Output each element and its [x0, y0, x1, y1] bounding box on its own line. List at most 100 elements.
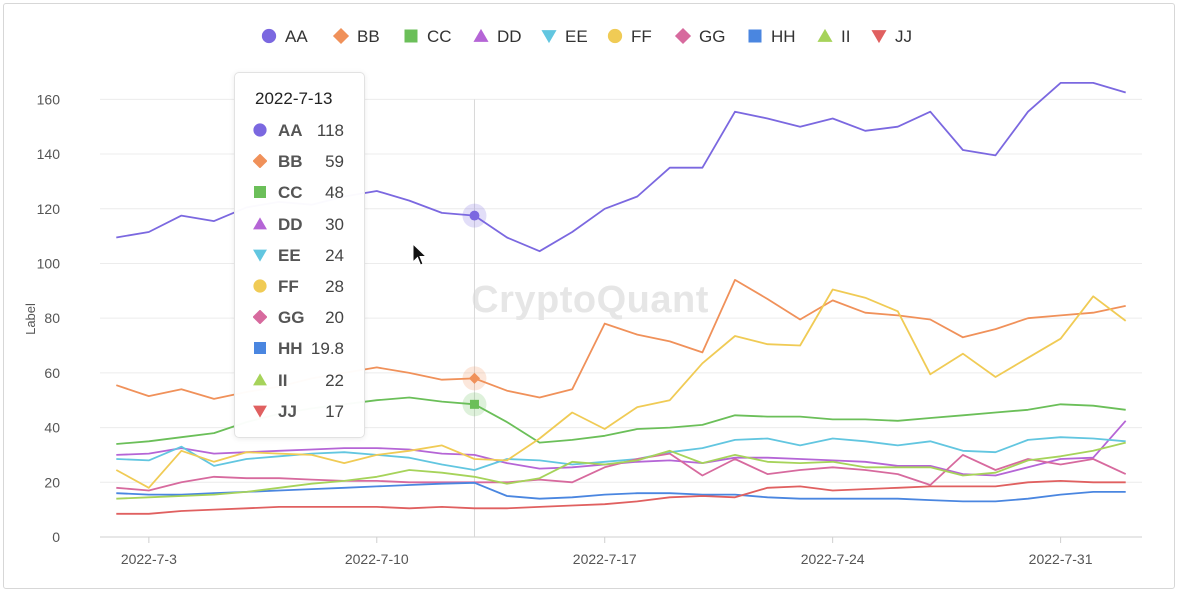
tooltip-date: 2022-7-13 — [255, 89, 333, 108]
tooltip-series-value: 19.8 — [310, 339, 344, 359]
series-line-ee — [116, 436, 1126, 471]
legend-label-dd: DD — [497, 27, 522, 46]
legend-label-jj: JJ — [895, 27, 912, 46]
mouse-cursor-icon — [412, 242, 428, 266]
y-axis-label: Label — [23, 303, 38, 335]
tooltip-row-jj: JJ 17 — [253, 400, 358, 422]
series-line-gg — [116, 452, 1127, 492]
legend-item-gg[interactable]: GG — [674, 27, 726, 46]
legend-item-ff[interactable]: FF — [607, 27, 652, 46]
tooltip-marker-dd — [253, 216, 267, 229]
tooltip-row-cc: CC 48 — [253, 181, 358, 203]
legend-label-gg: GG — [699, 27, 725, 46]
tooltip-series-value: 20 — [325, 308, 344, 328]
x-tick-label: 2022-7-3 — [121, 551, 177, 567]
y-tick-label: 160 — [37, 91, 61, 107]
tooltip-series-value: 28 — [325, 277, 344, 296]
tooltip-marker-ee — [253, 249, 267, 262]
tooltip-marker-ii — [253, 372, 267, 385]
hover-markers — [462, 203, 487, 417]
legend-label-aa: AA — [285, 27, 308, 46]
tooltip-row-gg: GG 20 — [253, 306, 358, 328]
legend-item-bb[interactable]: BB — [332, 27, 380, 46]
tooltip-marker-hh — [254, 342, 266, 355]
y-tick-label: 20 — [44, 474, 60, 490]
y-axis-ticks: 0 20 40 60 80 100 120 140 160 — [37, 91, 61, 545]
tooltip-series-name: BB — [278, 152, 303, 172]
y-tick-label: 120 — [37, 201, 61, 217]
hover-point-aa — [469, 210, 480, 221]
tooltip-series-name: CC — [278, 183, 303, 203]
legend-item-ii[interactable]: II — [817, 27, 850, 46]
tooltip-marker-jj — [253, 405, 267, 418]
tooltip-series-value: 24 — [325, 245, 344, 265]
legend-marker-dd — [473, 28, 489, 42]
tooltip-series-name: FF — [278, 277, 299, 296]
y-tick-label: 140 — [37, 146, 61, 162]
legend-item-cc[interactable]: CC — [404, 27, 452, 46]
tooltip-series-value: 48 — [325, 183, 344, 203]
legend-marker-hh — [748, 29, 762, 43]
legend-marker-aa — [261, 28, 277, 44]
legend[interactable]: AA BB CC DD EE FF GG HH II JJ — [261, 27, 912, 46]
tooltip-row-dd: DD 30 — [253, 213, 358, 235]
tooltip-series-value: 17 — [325, 401, 344, 421]
legend-marker-jj — [871, 30, 887, 44]
legend-item-hh[interactable]: HH — [748, 27, 796, 46]
y-tick-label: 40 — [44, 420, 60, 436]
x-axis: 2022-7-3 2022-7-10 2022-7-17 2022-7-24 2022-… — [100, 536, 1142, 567]
tooltip-row-ff: FF 28 — [253, 275, 358, 297]
y-tick-label: 0 — [52, 529, 60, 545]
legend-marker-ii — [817, 28, 833, 42]
legend-item-aa[interactable]: AA — [261, 27, 308, 46]
x-tick-label: 2022-7-24 — [801, 551, 865, 567]
watermark: CryptoQuant — [471, 279, 709, 321]
legend-item-jj[interactable]: JJ — [871, 27, 912, 46]
tooltip-row-bb: BB 59 — [253, 150, 358, 172]
series-line-jj — [116, 479, 1126, 515]
legend-marker-ff — [607, 28, 623, 44]
tooltip-series-value: 22 — [325, 370, 344, 390]
series-line-hh — [116, 481, 1126, 503]
series-line-ii — [116, 441, 1126, 500]
legend-item-ee[interactable]: EE — [541, 27, 588, 46]
tooltip-series-value: 118 — [316, 121, 344, 140]
legend-label-ii: II — [841, 27, 850, 46]
tooltip-series-value: 59 — [325, 152, 344, 172]
y-tick-label: 60 — [44, 365, 60, 381]
y-tick-label: 80 — [44, 310, 60, 326]
legend-item-dd[interactable]: DD — [473, 27, 522, 46]
x-tick-label: 2022-7-10 — [345, 551, 409, 567]
hover-point-bb — [468, 372, 481, 384]
series-line-ff — [115, 288, 1127, 489]
tooltip-series-name: AA — [278, 121, 303, 140]
hover-point-cc — [469, 399, 479, 409]
x-tick-label: 2022-7-31 — [1029, 551, 1093, 567]
legend-label-bb: BB — [357, 27, 380, 46]
tooltip-marker-ff — [253, 279, 267, 293]
legend-label-hh: HH — [771, 27, 796, 46]
tooltip-marker-gg — [253, 310, 267, 325]
tooltip-row-hh: HH 19.8 — [253, 337, 358, 359]
tooltip: 2022-7-13 AA 118 BB 59 CC 48 DD 30 EE 24 FF 28 GG 20 H… — [234, 72, 365, 438]
legend-label-cc: CC — [427, 27, 452, 46]
tooltip-row-ee: EE 24 — [253, 244, 358, 266]
tooltip-series-value: 30 — [325, 214, 344, 234]
tooltip-marker-bb — [253, 154, 267, 169]
chart-frame — [3, 3, 1175, 589]
tooltip-series-name: GG — [278, 308, 305, 328]
legend-marker-cc — [404, 29, 418, 43]
legend-marker-ee — [541, 30, 557, 44]
tooltip-row-ii: II 22 — [253, 369, 358, 391]
tooltip-row-aa: AA 118 — [253, 119, 358, 141]
tooltip-series-name: EE — [278, 245, 301, 265]
legend-marker-gg — [674, 27, 692, 45]
tooltip-marker-cc — [254, 186, 266, 199]
tooltip-series-name: JJ — [278, 401, 297, 421]
legend-label-ee: EE — [565, 27, 588, 46]
tooltip-marker-aa — [253, 123, 267, 137]
tooltip-series-name: II — [278, 370, 288, 390]
x-tick-label: 2022-7-17 — [573, 551, 637, 567]
y-tick-label: 100 — [37, 255, 61, 271]
